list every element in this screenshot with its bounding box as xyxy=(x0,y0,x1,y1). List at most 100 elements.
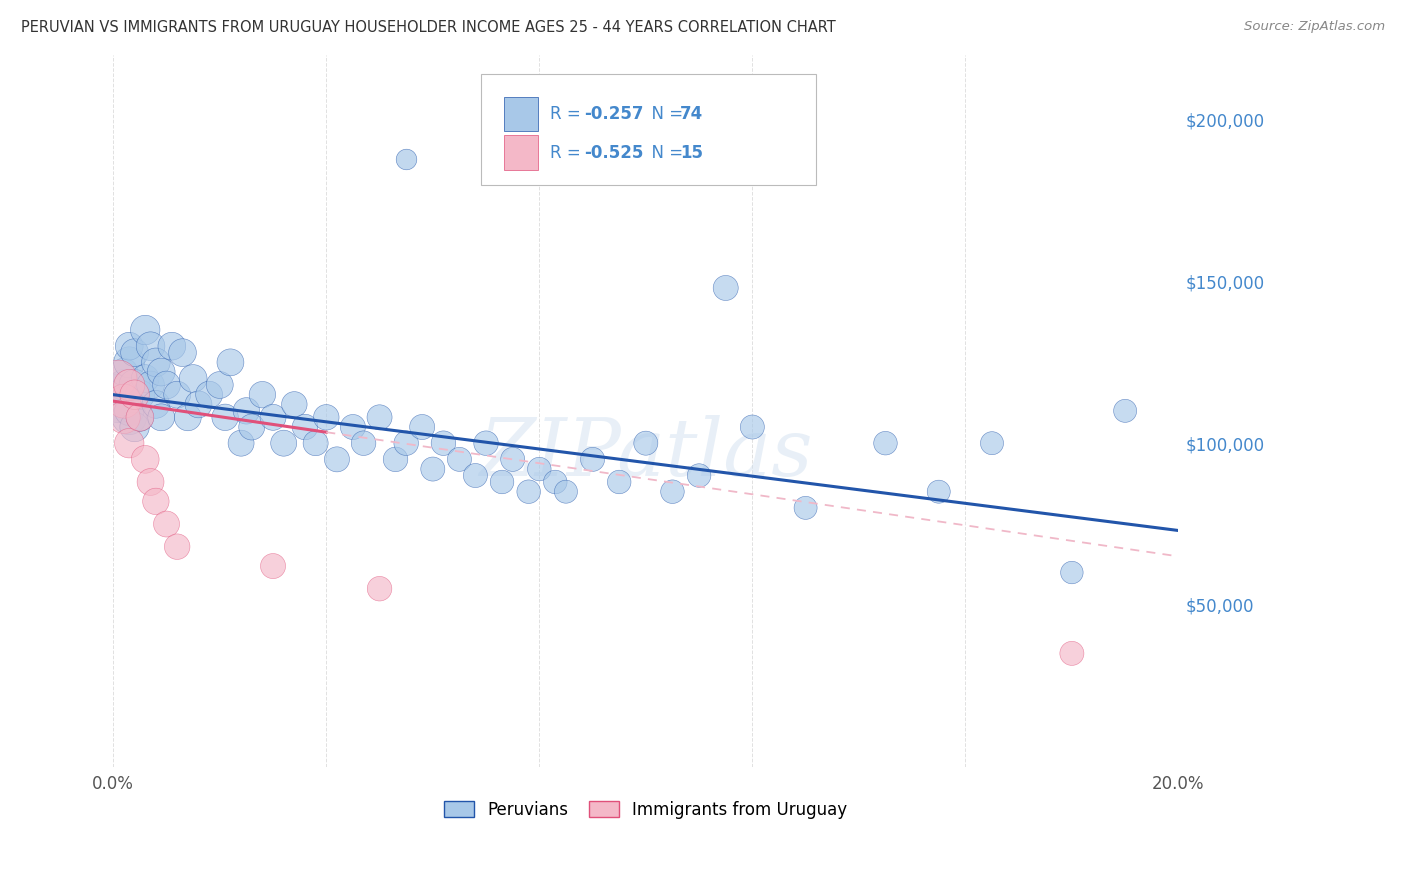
Point xyxy=(342,420,364,434)
Point xyxy=(112,394,135,409)
Point xyxy=(134,452,156,467)
Text: -0.257: -0.257 xyxy=(583,105,644,123)
Text: N =: N = xyxy=(641,144,688,161)
Point xyxy=(229,436,252,450)
Point xyxy=(1114,404,1136,418)
Point xyxy=(107,397,129,411)
Bar xyxy=(505,136,538,169)
Point xyxy=(145,494,167,508)
Point xyxy=(155,516,177,531)
Point xyxy=(326,452,349,467)
Point xyxy=(112,365,135,379)
Point xyxy=(304,436,326,450)
Point xyxy=(139,378,162,392)
Point xyxy=(688,468,710,483)
Point xyxy=(219,355,242,369)
Point xyxy=(368,582,391,596)
Point xyxy=(634,436,657,450)
Point xyxy=(118,378,141,392)
Point xyxy=(235,404,257,418)
Point xyxy=(107,387,129,401)
Point xyxy=(139,339,162,353)
Point xyxy=(128,410,150,425)
Point xyxy=(118,339,141,353)
Point xyxy=(475,436,498,450)
Point xyxy=(353,436,375,450)
Point xyxy=(529,462,551,476)
Point xyxy=(368,410,391,425)
Point xyxy=(422,462,444,476)
Point xyxy=(134,371,156,385)
Point xyxy=(145,397,167,411)
Point xyxy=(172,345,194,359)
Point xyxy=(1060,646,1083,660)
Point xyxy=(198,387,221,401)
Point xyxy=(273,436,295,450)
Text: 74: 74 xyxy=(681,105,703,123)
Point xyxy=(607,475,630,489)
Text: 15: 15 xyxy=(681,144,703,161)
Point xyxy=(155,378,177,392)
Point xyxy=(145,355,167,369)
FancyBboxPatch shape xyxy=(481,74,817,185)
Point xyxy=(214,410,236,425)
Point xyxy=(981,436,1004,450)
Point xyxy=(794,500,817,515)
Point xyxy=(134,323,156,337)
Point xyxy=(124,420,146,434)
Point xyxy=(491,475,513,489)
Point xyxy=(294,420,316,434)
Point xyxy=(502,452,524,467)
Point xyxy=(112,394,135,409)
Bar xyxy=(505,97,538,131)
Point xyxy=(395,436,418,450)
Point xyxy=(128,410,150,425)
Point xyxy=(118,410,141,425)
Text: R =: R = xyxy=(550,144,586,161)
Point xyxy=(124,345,146,359)
Point xyxy=(139,475,162,489)
Point xyxy=(395,152,418,166)
Point xyxy=(283,397,305,411)
Point xyxy=(315,410,337,425)
Point xyxy=(124,378,146,392)
Point xyxy=(124,387,146,401)
Point xyxy=(432,436,454,450)
Point xyxy=(875,436,897,450)
Point xyxy=(177,410,200,425)
Point xyxy=(208,378,231,392)
Point xyxy=(118,436,141,450)
Point xyxy=(118,404,141,418)
Point xyxy=(555,484,578,499)
Point xyxy=(928,484,950,499)
Text: ZIPatlas: ZIPatlas xyxy=(479,415,813,492)
Point xyxy=(160,339,183,353)
Point xyxy=(150,410,173,425)
Point xyxy=(411,420,433,434)
Point xyxy=(128,387,150,401)
Point xyxy=(384,452,406,467)
Legend: Peruvians, Immigrants from Uruguay: Peruvians, Immigrants from Uruguay xyxy=(437,795,853,826)
Text: R =: R = xyxy=(550,105,586,123)
Point xyxy=(581,452,603,467)
Point xyxy=(181,371,204,385)
Text: -0.525: -0.525 xyxy=(583,144,644,161)
Point xyxy=(517,484,540,499)
Point xyxy=(544,475,567,489)
Text: PERUVIAN VS IMMIGRANTS FROM URUGUAY HOUSEHOLDER INCOME AGES 25 - 44 YEARS CORREL: PERUVIAN VS IMMIGRANTS FROM URUGUAY HOUS… xyxy=(21,20,835,35)
Point xyxy=(741,420,763,434)
Point xyxy=(661,484,683,499)
Point xyxy=(150,365,173,379)
Point xyxy=(166,540,188,554)
Point xyxy=(252,387,274,401)
Point xyxy=(449,452,471,467)
Point xyxy=(1060,566,1083,580)
Point xyxy=(118,355,141,369)
Point xyxy=(262,410,284,425)
Point xyxy=(714,281,737,295)
Point xyxy=(240,420,263,434)
Point xyxy=(112,410,135,425)
Point xyxy=(166,387,188,401)
Point xyxy=(107,371,129,385)
Point xyxy=(112,378,135,392)
